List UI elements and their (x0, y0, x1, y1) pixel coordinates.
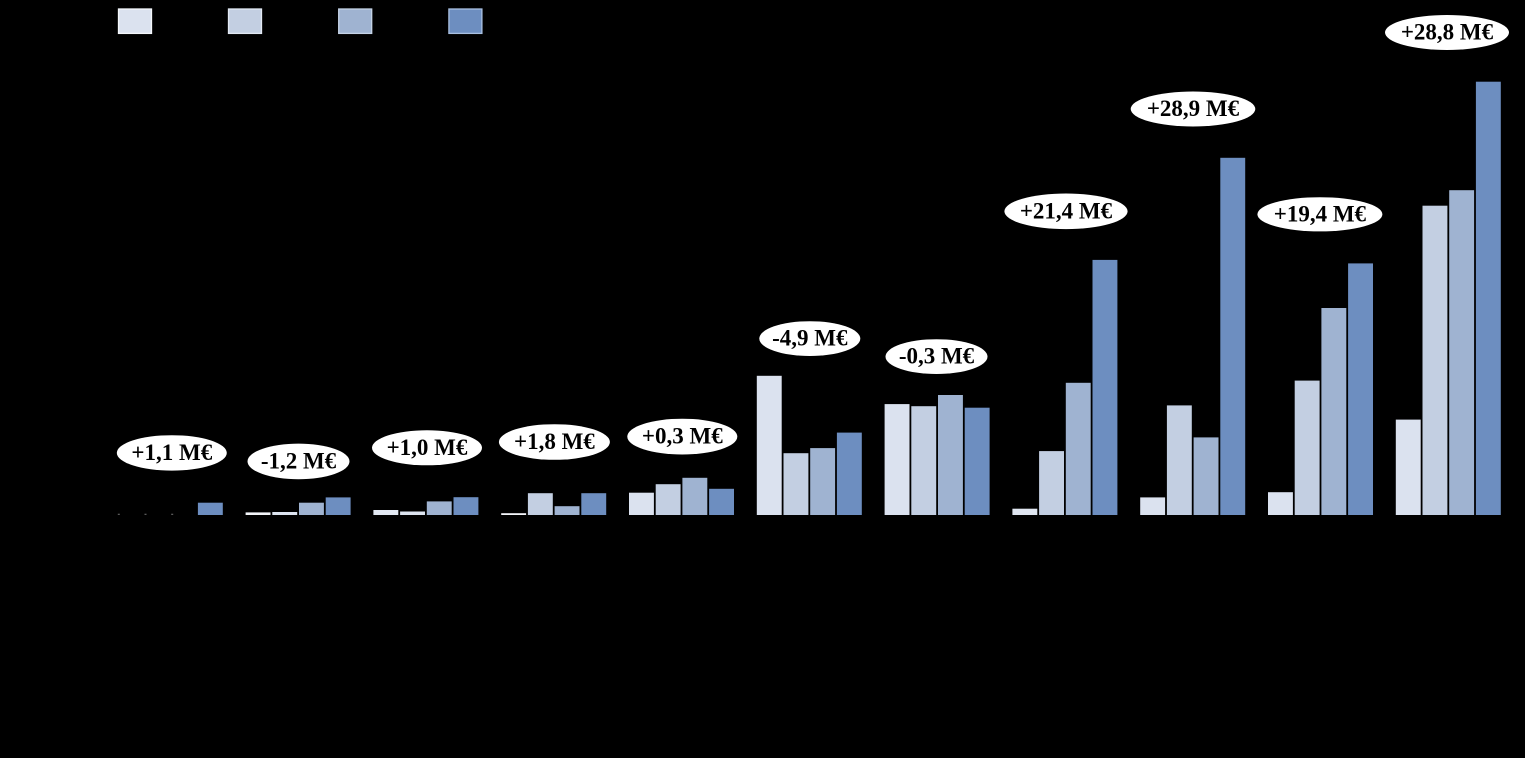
svg-text:-1,2 M€: -1,2 M€ (261, 448, 337, 473)
svg-text:+21,4 M€: +21,4 M€ (1020, 198, 1113, 223)
svg-text:+1,0 M€: +1,0 M€ (387, 435, 468, 460)
svg-text:+1,8 M€: +1,8 M€ (514, 429, 595, 454)
svg-text:-4,9 M€: -4,9 M€ (772, 326, 848, 351)
svg-text:-0,3 M€: -0,3 M€ (899, 344, 975, 369)
svg-text:+28,9 M€: +28,9 M€ (1147, 96, 1240, 121)
svg-text:+1,1 M€: +1,1 M€ (131, 440, 212, 465)
svg-text:+0,3 M€: +0,3 M€ (642, 424, 723, 449)
svg-text:+19,4 M€: +19,4 M€ (1274, 201, 1367, 226)
svg-text:+28,8 M€: +28,8 M€ (1401, 20, 1494, 45)
